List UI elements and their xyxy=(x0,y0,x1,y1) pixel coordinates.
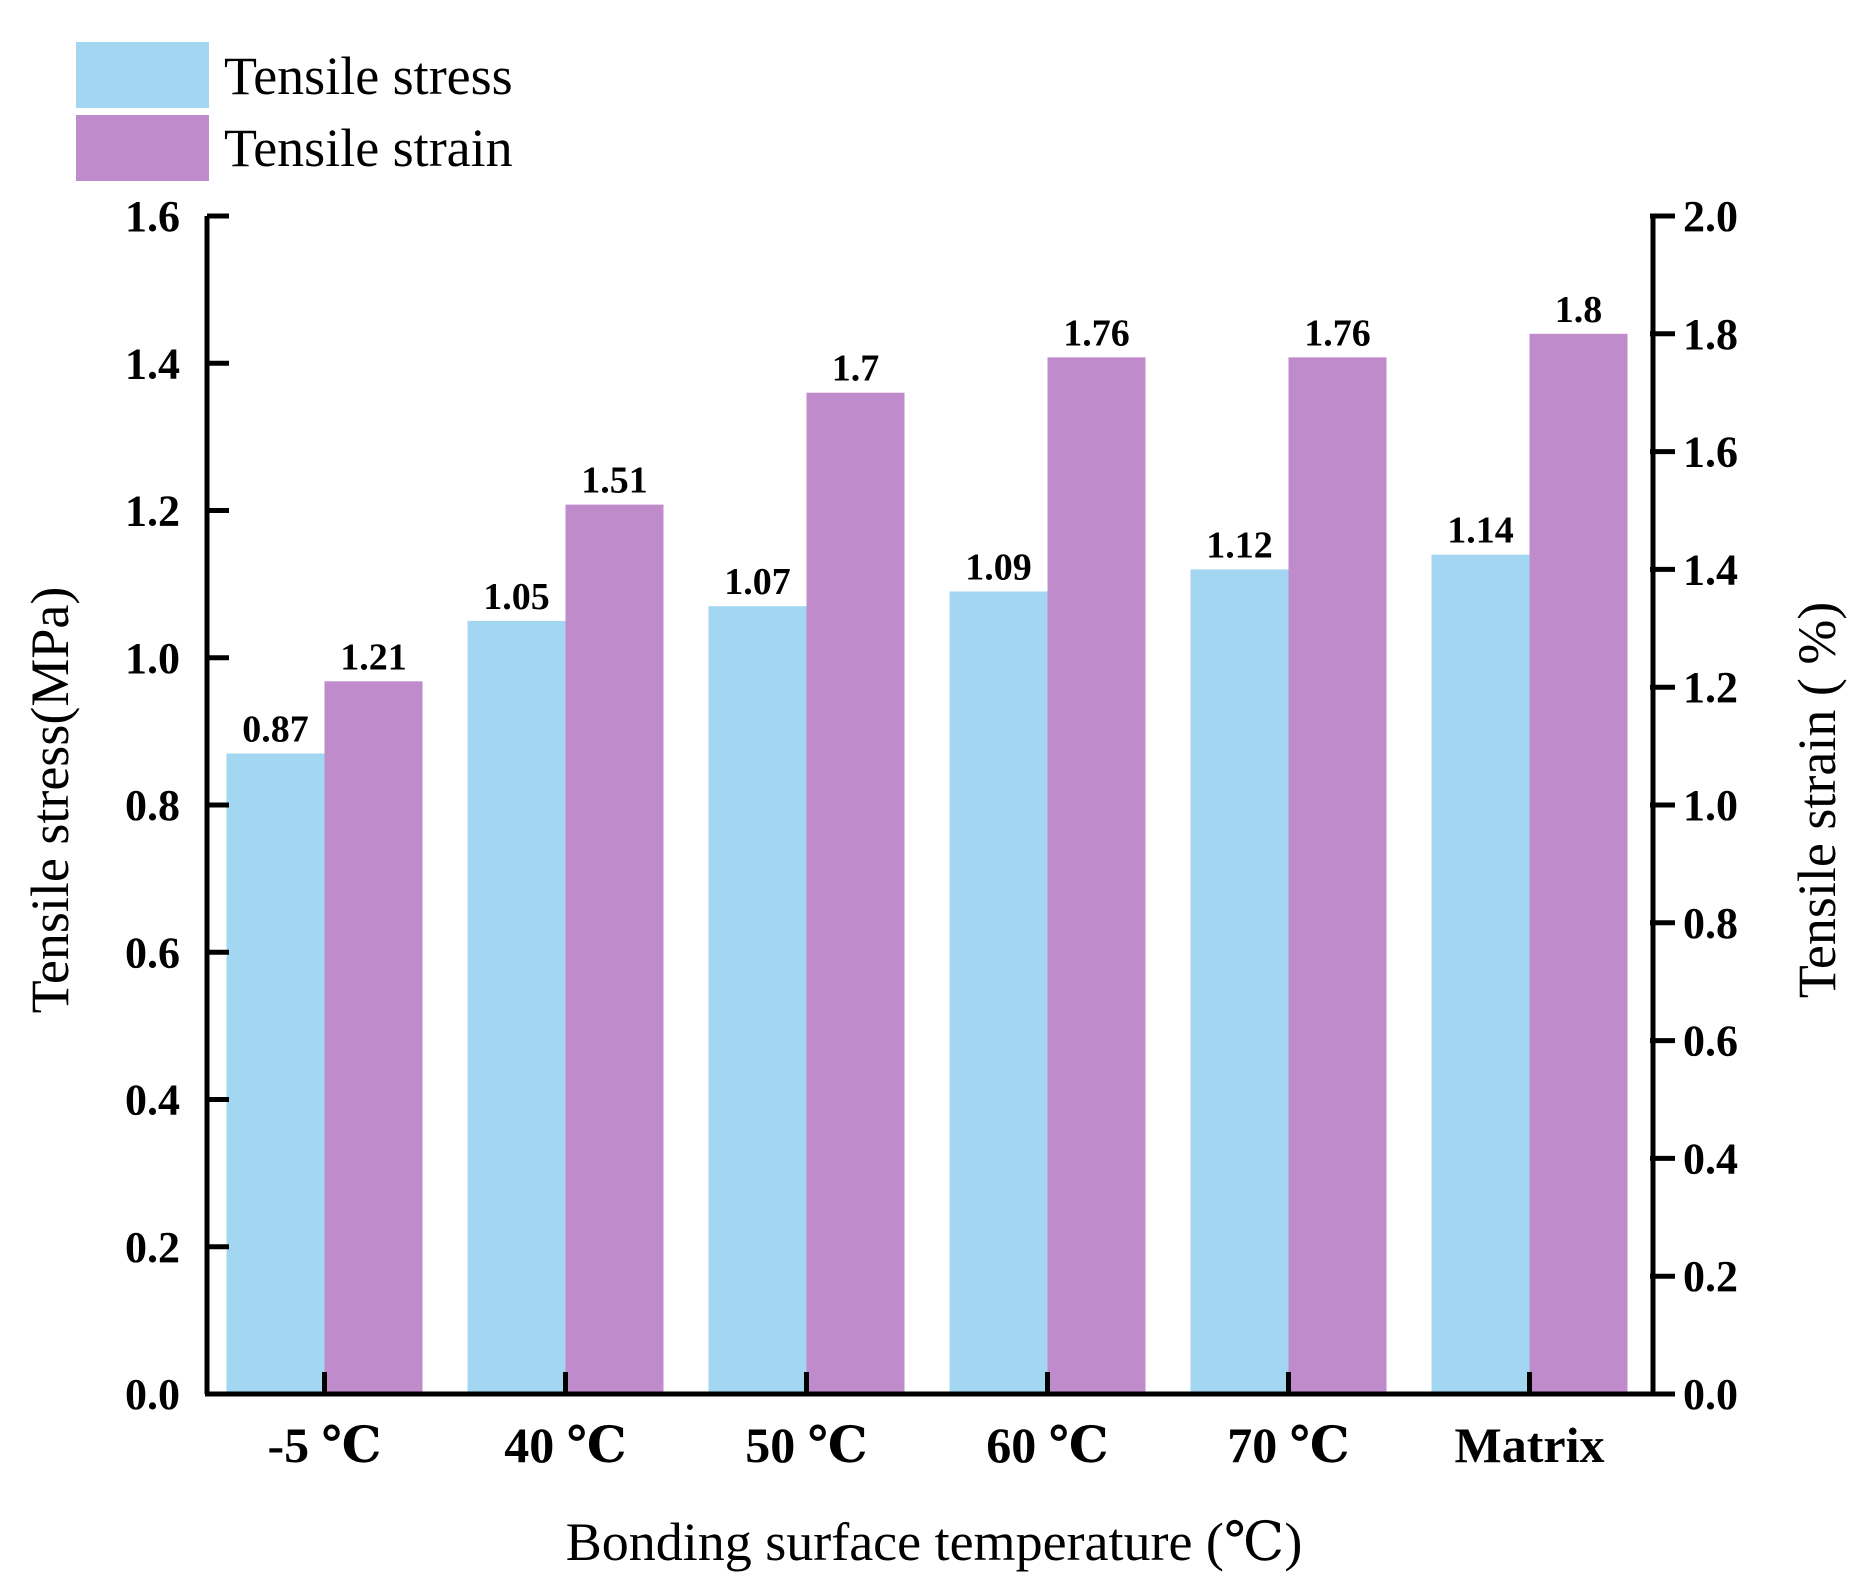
legend-label-tensile-strain: Tensile strain xyxy=(224,118,513,178)
right-tick-label: 1.2 xyxy=(1683,663,1738,712)
left-tick-label: 0.2 xyxy=(125,1223,180,1272)
left-axis-ticks: 0.0 0.2 0.4 0.6 0.8 1.0 1.2 1.4 1.6 xyxy=(125,192,229,1419)
bar-tensile-strain-40 xyxy=(565,504,664,1394)
bar-tensile-stress-70 xyxy=(1190,569,1289,1394)
right-tick-label: 0.0 xyxy=(1683,1370,1738,1419)
left-tick-label: 1.0 xyxy=(125,634,180,683)
left-tick-label: 0.0 xyxy=(125,1370,180,1419)
left-tick-label: 1.2 xyxy=(125,487,180,536)
bar-tensile-stress-matrix xyxy=(1431,554,1530,1394)
left-tick-label: 1.4 xyxy=(125,339,180,388)
legend: Tensile stress Tensile strain xyxy=(76,42,513,181)
data-label-tensile-stress-40: 1.05 xyxy=(483,576,550,618)
left-tick-label: 0.6 xyxy=(125,928,180,977)
x-axis-ticks: -5 ℃ 40 ℃ 50 ℃ 60 ℃ 70 ℃ Matrix xyxy=(267,1372,1604,1473)
data-label-tensile-stress-60: 1.09 xyxy=(965,546,1032,588)
bar-tensile-stress-50 xyxy=(708,606,807,1394)
x-tick-label-matrix: Matrix xyxy=(1455,1417,1605,1473)
data-label-tensile-strain-40: 1.51 xyxy=(581,460,648,502)
bar-tensile-stress-5 xyxy=(226,753,325,1394)
right-tick-label: 1.8 xyxy=(1683,310,1738,359)
x-tick-label-60: 60 ℃ xyxy=(986,1417,1108,1473)
bar-tensile-strain-5 xyxy=(324,681,423,1394)
left-y-axis-title: Tensile stress(MPa) xyxy=(20,587,80,1014)
right-tick-label: 0.2 xyxy=(1683,1252,1738,1301)
bars-group xyxy=(226,333,1628,1394)
data-label-tensile-strain-5: 1.21 xyxy=(340,636,407,678)
right-tick-label: 1.4 xyxy=(1683,545,1738,594)
data-label-tensile-stress-5: 0.87 xyxy=(242,708,309,750)
left-tick-label: 0.8 xyxy=(125,781,180,830)
bar-tensile-strain-matrix xyxy=(1529,333,1628,1394)
legend-swatch-tensile-strain xyxy=(76,115,209,181)
data-label-tensile-stress-70: 1.12 xyxy=(1206,524,1273,566)
x-tick-label-50: 50 ℃ xyxy=(745,1417,867,1473)
data-label-tensile-strain-70: 1.76 xyxy=(1304,312,1371,354)
x-axis-title: Bonding surface temperature (℃) xyxy=(566,1512,1303,1572)
data-label-tensile-stress-matrix: 1.14 xyxy=(1447,510,1514,552)
x-tick-label-40: 40 ℃ xyxy=(504,1417,626,1473)
right-tick-label: 0.8 xyxy=(1683,899,1738,948)
right-tick-label: 1.6 xyxy=(1683,428,1738,477)
bar-tensile-stress-60 xyxy=(949,591,1048,1394)
right-axis-ticks: 0.0 0.2 0.4 0.6 0.8 1.0 1.2 1.4 1.6 1.8 2.0 xyxy=(1650,192,1738,1419)
right-tick-label: 0.6 xyxy=(1683,1017,1738,1066)
right-tick-label: 1.0 xyxy=(1683,781,1738,830)
right-y-axis-title: Tensile strain ( %) xyxy=(1787,602,1847,999)
bar-tensile-stress-40 xyxy=(467,620,566,1394)
legend-label-tensile-stress: Tensile stress xyxy=(224,46,513,106)
bar-tensile-strain-50 xyxy=(806,392,905,1394)
data-labels-group: 0.87 1.21 1.05 1.51 1.07 1.7 1.09 1.76 1.12 1.76 1… xyxy=(242,289,1602,751)
right-tick-label: 2.0 xyxy=(1683,192,1738,241)
right-tick-label: 0.4 xyxy=(1683,1134,1738,1183)
x-tick-label-70: 70 ℃ xyxy=(1227,1417,1349,1473)
data-label-tensile-strain-60: 1.76 xyxy=(1063,312,1130,354)
bar-tensile-strain-70 xyxy=(1288,357,1387,1394)
data-label-tensile-strain-50: 1.7 xyxy=(832,348,880,390)
bar-tensile-strain-60 xyxy=(1047,357,1146,1394)
legend-swatch-tensile-stress xyxy=(76,42,209,108)
left-tick-label: 1.6 xyxy=(125,192,180,241)
left-tick-label: 0.4 xyxy=(125,1076,180,1125)
x-tick-label-5: -5 ℃ xyxy=(267,1417,381,1473)
data-label-tensile-stress-50: 1.07 xyxy=(724,561,791,603)
data-label-tensile-strain-matrix: 1.8 xyxy=(1555,289,1603,331)
